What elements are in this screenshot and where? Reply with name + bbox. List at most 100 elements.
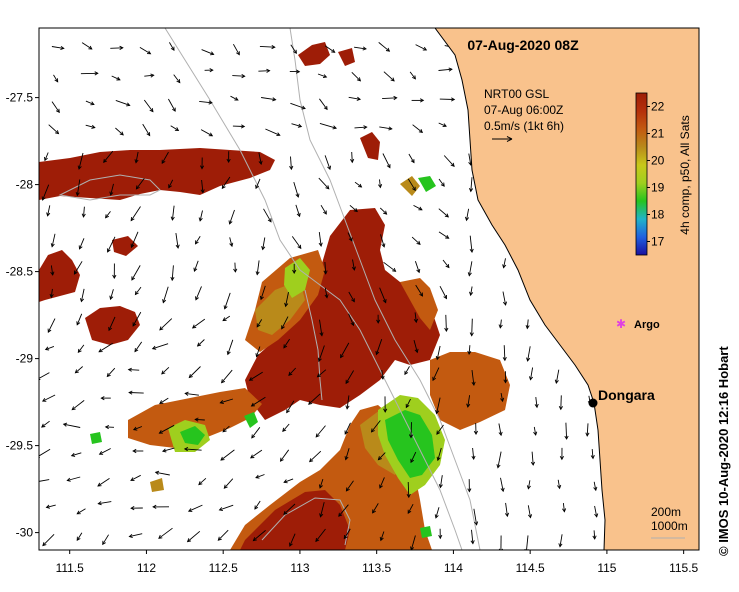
contour-200m xyxy=(289,28,481,550)
current-arrowhead xyxy=(558,543,563,548)
current-arrow xyxy=(139,47,151,55)
current-arrowhead xyxy=(405,403,410,409)
current-arrowhead xyxy=(159,400,164,405)
current-arrowhead xyxy=(75,191,80,197)
current-arrow xyxy=(497,451,502,468)
current-arrow xyxy=(220,449,235,461)
current-arrowhead xyxy=(407,509,412,515)
current-arrow xyxy=(263,208,272,223)
current-arrow xyxy=(110,289,114,300)
sst-patch xyxy=(85,306,140,345)
current-arrow xyxy=(98,501,112,505)
current-arrowhead xyxy=(418,206,423,211)
current-arrow xyxy=(560,395,562,410)
current-arrowhead xyxy=(195,240,199,245)
current-arrow xyxy=(445,314,447,332)
current-arrow xyxy=(105,211,111,218)
current-arrowhead xyxy=(281,325,285,330)
current-arrowhead xyxy=(557,484,562,490)
current-arrow xyxy=(130,474,141,481)
current-arrow xyxy=(351,71,361,82)
current-arrowhead xyxy=(255,271,260,276)
current-arrow xyxy=(50,288,53,298)
current-arrow xyxy=(379,207,387,215)
current-arrow xyxy=(81,42,93,50)
current-arrowhead xyxy=(234,96,239,101)
current-arrowhead xyxy=(502,264,507,269)
current-arrowhead xyxy=(90,101,95,106)
sst-patch xyxy=(284,258,310,298)
current-arrow xyxy=(527,346,531,361)
current-arrow xyxy=(259,45,275,48)
current-arrowhead xyxy=(119,45,124,50)
current-arrow xyxy=(348,96,361,100)
current-arrowhead xyxy=(250,454,255,459)
current-arrow xyxy=(97,478,110,487)
current-arrowhead xyxy=(444,213,449,218)
current-arrowhead xyxy=(286,409,290,414)
current-arrow xyxy=(283,338,290,349)
current-arrow xyxy=(281,316,289,330)
current-arrow xyxy=(470,177,473,192)
current-arrow xyxy=(308,393,321,405)
dongara-marker[interactable]: Dongara xyxy=(588,387,656,408)
current-arrow xyxy=(76,179,81,196)
current-arrow xyxy=(184,448,202,451)
dongara-label: Dongara xyxy=(598,387,655,403)
current-arrowhead xyxy=(217,536,222,541)
current-arrowhead xyxy=(467,350,472,356)
argo-marker[interactable]: ✱ Argo xyxy=(616,317,660,331)
current-arrowhead xyxy=(78,245,83,250)
current-arrowhead xyxy=(279,457,284,462)
current-arrowhead xyxy=(468,188,474,193)
current-arrow xyxy=(371,420,381,433)
current-arrowhead xyxy=(318,484,323,489)
current-arrowhead xyxy=(440,182,445,187)
current-arrow xyxy=(372,503,379,514)
current-arrow xyxy=(345,448,350,460)
current-arrow xyxy=(195,418,205,421)
sst-patch xyxy=(420,526,432,538)
current-arrowhead xyxy=(534,403,539,409)
current-arrow xyxy=(380,234,385,248)
current-arrow xyxy=(256,260,260,275)
current-arrowhead xyxy=(474,521,479,526)
current-arrow xyxy=(469,235,473,253)
current-arrow xyxy=(253,530,266,541)
current-arrow xyxy=(499,319,502,328)
current-arrowhead xyxy=(317,357,322,363)
current-arrowhead xyxy=(119,131,124,136)
current-arrowhead xyxy=(150,73,155,78)
current-arrow xyxy=(415,44,427,51)
y-tick-label: -27.5 xyxy=(6,91,34,105)
current-arrowhead xyxy=(226,158,231,164)
sst-patch xyxy=(90,432,102,444)
current-arrowhead xyxy=(130,243,135,249)
y-tick-label: -30 xyxy=(16,526,34,540)
current-arrowhead xyxy=(466,403,471,408)
current-arrow xyxy=(436,397,441,414)
current-arrow xyxy=(527,480,531,489)
current-arrow xyxy=(46,504,56,508)
current-arrow xyxy=(378,42,390,52)
current-arrowhead xyxy=(62,422,68,427)
current-arrow xyxy=(382,97,397,100)
current-arrow xyxy=(533,426,537,436)
current-arrowhead xyxy=(464,216,470,222)
current-arrow xyxy=(103,150,114,163)
current-arrowhead xyxy=(195,296,199,301)
current-arrowhead xyxy=(194,417,199,422)
current-arrow xyxy=(347,232,353,242)
current-arrowhead xyxy=(383,210,388,215)
current-arrow xyxy=(159,397,169,404)
current-arrow xyxy=(131,265,141,281)
current-arrowhead xyxy=(109,191,114,196)
current-arrowhead xyxy=(170,46,175,52)
current-arrow xyxy=(438,122,447,127)
current-arrowhead xyxy=(134,159,139,164)
current-arrow xyxy=(221,369,233,383)
current-arrow xyxy=(255,178,261,189)
current-arrowhead xyxy=(146,50,152,55)
current-arrow xyxy=(282,423,290,432)
